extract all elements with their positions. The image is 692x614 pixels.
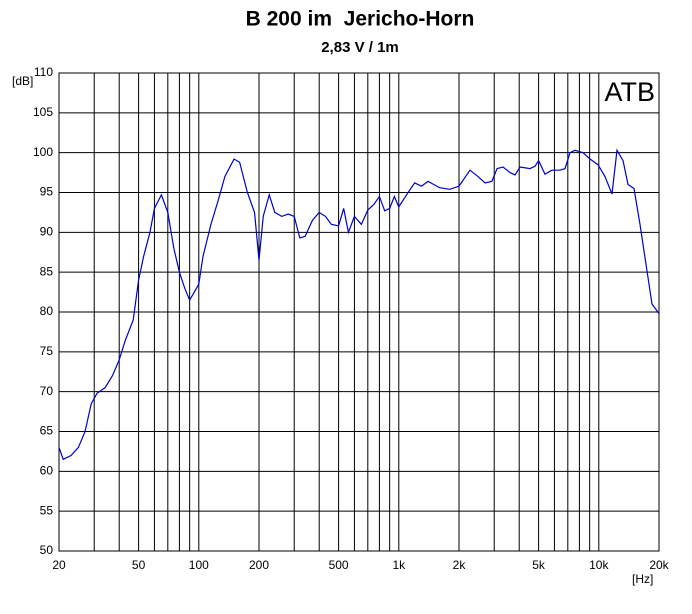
x-tick-label: 50 [132, 558, 146, 572]
y-tick-label: 70 [40, 384, 54, 398]
annotation: ATB [604, 77, 655, 107]
y-tick-label: 100 [33, 145, 53, 159]
y-tick-label: 105 [33, 105, 53, 119]
x-tick-label: 20 [52, 558, 66, 572]
y-tick-label: 60 [40, 464, 54, 478]
y-tick-label: 80 [40, 304, 54, 318]
chart-title: B 200 im Jericho-Horn [246, 8, 475, 31]
y-axis-label: [dB] [12, 74, 33, 88]
plot-frame [58, 72, 660, 552]
y-tick-label: 90 [40, 225, 54, 239]
x-tick-label: 100 [189, 558, 209, 572]
chart-subtitle: 2,83 V / 1m [321, 39, 399, 56]
y-tick-label: 50 [40, 543, 54, 557]
x-tick-label: 5k [532, 558, 546, 572]
x-tick-label: 200 [249, 558, 269, 572]
y-tick-label: 95 [40, 185, 54, 199]
response-line [58, 148, 660, 461]
x-axis-label: [Hz] [632, 572, 653, 586]
y-tick-label: 75 [40, 344, 54, 358]
y-tick-label: 110 [34, 65, 53, 79]
y-tick-label: 65 [40, 424, 54, 438]
x-tick-label: 10k [589, 558, 609, 572]
x-tick-label: 20k [649, 558, 669, 572]
x-tick-label: 2k [453, 558, 467, 572]
y-tick-label: 55 [40, 503, 54, 517]
x-tick-label: 500 [329, 558, 349, 572]
y-tick-label: 85 [40, 264, 54, 278]
x-tick-label: 1k [392, 558, 406, 572]
